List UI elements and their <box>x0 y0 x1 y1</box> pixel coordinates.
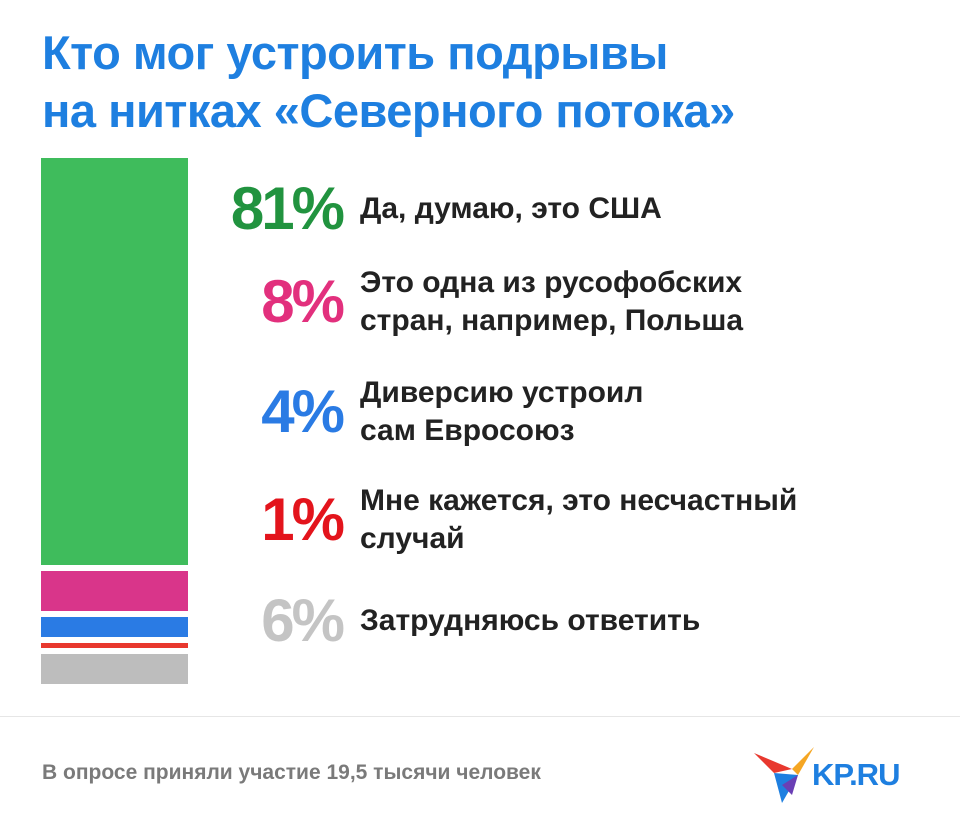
legend-row-3: 4% Диверсию устроил сам Евросоюз <box>220 372 940 452</box>
category-label-4: Мне кажется, это несчастный случай <box>360 484 798 555</box>
legend-row-4: 1% Мне кажется, это несчастный случай <box>220 480 940 560</box>
bar-segment-3 <box>41 617 188 637</box>
category-label-5: Затрудняюсь ответить <box>360 604 701 637</box>
survey-footnote: В опросе приняли участие 19,5 тысячи чел… <box>42 761 541 784</box>
bar-segment-5 <box>41 654 188 684</box>
data-label-5: 6% <box>261 587 345 654</box>
stacked-bar <box>41 158 188 684</box>
category-label-1: Да, думаю, это США <box>360 192 662 225</box>
data-label-4: 1% <box>261 486 345 553</box>
category-label-2: Это одна из русофобских стран, например,… <box>360 266 744 337</box>
kp-bird-icon <box>754 747 814 803</box>
category-label-3: Диверсию устроил сам Евросоюз <box>360 376 644 447</box>
chart-title-line1: Кто мог устроить подрывы <box>42 26 668 79</box>
chart-title: Кто мог устроить подрывы на нитках «Севе… <box>42 24 942 140</box>
legend-row-2: 8% Это одна из русофобских стран, наприме… <box>220 262 940 342</box>
bar-segment-4 <box>41 643 188 648</box>
data-label-3: 4% <box>261 378 345 445</box>
bar-segment-2 <box>41 571 188 611</box>
data-label-2: 8% <box>261 268 345 335</box>
kp-logo-text: KP.RU <box>812 757 900 792</box>
kp-logo: KP.RU <box>752 745 932 805</box>
footer-divider <box>0 716 960 717</box>
bar-segment-1 <box>41 158 188 565</box>
data-label-1: 81% <box>230 175 345 242</box>
legend-row-5: 6% Затрудняюсь ответить <box>220 588 940 654</box>
chart-title-line2: на нитках «Северного потока» <box>42 84 735 137</box>
legend-row-1: 81% Да, думаю, это США <box>220 176 940 242</box>
